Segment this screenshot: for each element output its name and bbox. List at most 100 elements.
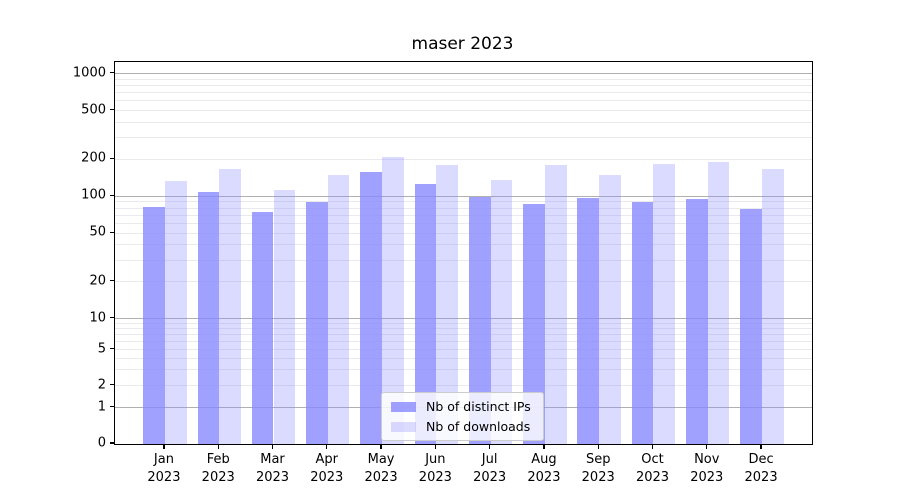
bar-distinct-ips-jun: [414, 183, 437, 444]
x-tick-year: 2023: [527, 469, 561, 485]
legend-label-distinct-ips: Nb of distinct IPs: [426, 399, 531, 414]
x-tick-month: Feb: [206, 452, 230, 467]
bar-downloads-jan: [164, 180, 187, 444]
gridline-minor-70: [115, 214, 812, 216]
x-tick-month: Apr: [315, 452, 339, 467]
gridline-minor-900: [115, 78, 812, 80]
gridline-minor-200: [115, 158, 812, 160]
x-tick-month: Oct: [641, 452, 664, 467]
y-tick-label-10: 10: [89, 310, 106, 326]
x-tick-label-feb: Feb 2023: [178, 451, 258, 486]
gridline-minor-5: [115, 349, 812, 351]
x-tick-month: Mar: [260, 452, 285, 467]
x-tick-mark-jul: [489, 444, 491, 449]
gridline-minor-3: [115, 369, 812, 371]
x-tick-month: Jun: [425, 452, 446, 467]
legend-swatch-distinct-ips: [391, 401, 416, 412]
gridline-minor-600: [115, 100, 812, 102]
bar-downloads-mar: [273, 189, 296, 444]
x-tick-mark-dec: [760, 444, 762, 449]
gridline-minor-8: [115, 328, 812, 330]
y-tick-mark-0: [110, 442, 114, 444]
bar-downloads-jul: [490, 179, 513, 444]
x-tick-label-jul: Jul 2023: [450, 451, 530, 486]
gridline-minor-2: [115, 385, 812, 387]
x-tick-mark-oct: [651, 444, 654, 449]
bar-distinct-ips-apr: [306, 202, 328, 444]
gridline-minor-500: [115, 110, 812, 112]
gridline-major-1000: [115, 73, 812, 75]
y-tick-label-1000: 1000: [72, 65, 106, 81]
bar-distinct-ips-nov: [686, 198, 708, 444]
y-tick-label-50: 50: [89, 224, 106, 240]
gridline-minor-300: [115, 137, 812, 139]
x-tick-year: 2023: [310, 469, 344, 485]
gridline-minor-6: [115, 341, 812, 343]
y-tick-label-500: 500: [81, 102, 106, 118]
gridline-minor-80: [115, 207, 812, 209]
y-tick-mark-1000: [110, 72, 114, 74]
y-tick-label-1: 1: [97, 399, 106, 415]
bar-downloads-dec: [762, 168, 784, 444]
y-tick-mark-500: [110, 109, 114, 111]
y-tick-mark-5: [110, 348, 114, 350]
x-tick-label-dec: Dec 2023: [721, 451, 801, 486]
bar-distinct-ips-may: [360, 171, 383, 444]
x-tick-month: Jul: [481, 452, 498, 467]
gridline-minor-20: [115, 281, 812, 283]
gridline-minor-9: [115, 322, 812, 324]
x-tick-label-sep: Sep 2023: [558, 451, 638, 486]
bar-distinct-ips-feb: [197, 192, 220, 444]
x-tick-year: 2023: [418, 469, 452, 485]
y-tick-mark-10: [110, 317, 114, 319]
x-tick-label-may: May 2023: [341, 451, 421, 486]
x-tick-year: 2023: [473, 469, 507, 485]
x-tick-year: 2023: [690, 469, 724, 485]
x-tick-mark-jun: [434, 444, 436, 449]
x-tick-month: Jan: [153, 452, 174, 467]
bar-distinct-ips-jul: [468, 196, 491, 444]
gridline-minor-4: [115, 357, 812, 359]
x-tick-mark-aug: [543, 444, 545, 449]
legend: Nb of distinct IPs Nb of downloads: [381, 392, 544, 441]
gridline-minor-7: [115, 334, 812, 336]
y-tick-label-2: 2: [97, 377, 106, 393]
y-tick-mark-100: [110, 194, 114, 196]
bar-distinct-ips-oct: [631, 202, 654, 444]
gridline-minor-50: [115, 232, 812, 234]
legend-entry-downloads: Nb of downloads: [391, 420, 531, 433]
x-tick-label-nov: Nov 2023: [667, 451, 747, 486]
y-tick-label-100: 100: [81, 187, 106, 203]
x-tick-month: Dec: [748, 452, 774, 467]
x-tick-year: 2023: [635, 469, 670, 485]
bar-downloads-nov: [707, 161, 730, 444]
bar-downloads-jun: [436, 165, 459, 444]
x-tick-mark-sep: [597, 444, 599, 449]
bar-distinct-ips-jan: [143, 206, 165, 444]
x-tick-year: 2023: [364, 469, 398, 485]
x-tick-year: 2023: [147, 469, 181, 485]
x-tick-mark-nov: [706, 444, 708, 449]
bar-distinct-ips-sep: [577, 197, 600, 444]
gridline-minor-800: [115, 85, 812, 87]
bar-downloads-feb: [219, 168, 241, 444]
gridline-major-100: [115, 195, 812, 197]
plot-area: Nb of distinct IPs Nb of downloads: [114, 61, 813, 445]
gridline-major-10: [115, 318, 812, 320]
bar-distinct-ips-dec: [740, 208, 763, 444]
x-tick-label-jun: Jun 2023: [395, 451, 475, 486]
bar-distinct-ips-mar: [251, 212, 274, 444]
x-tick-mark-apr: [326, 444, 328, 449]
x-tick-month: Sep: [585, 452, 611, 467]
bar-downloads-apr: [327, 175, 350, 444]
gridline-minor-60: [115, 222, 812, 224]
gridline-minor-400: [115, 122, 812, 123]
y-tick-mark-2: [110, 383, 114, 386]
x-tick-label-oct: Oct 2023: [612, 451, 692, 486]
y-tick-mark-20: [110, 280, 114, 282]
x-tick-label-jan: Jan 2023: [124, 451, 204, 486]
y-tick-label-0: 0: [97, 435, 106, 451]
legend-swatch-downloads: [391, 421, 416, 432]
x-tick-year: 2023: [581, 469, 615, 485]
x-tick-year: 2023: [201, 469, 235, 485]
